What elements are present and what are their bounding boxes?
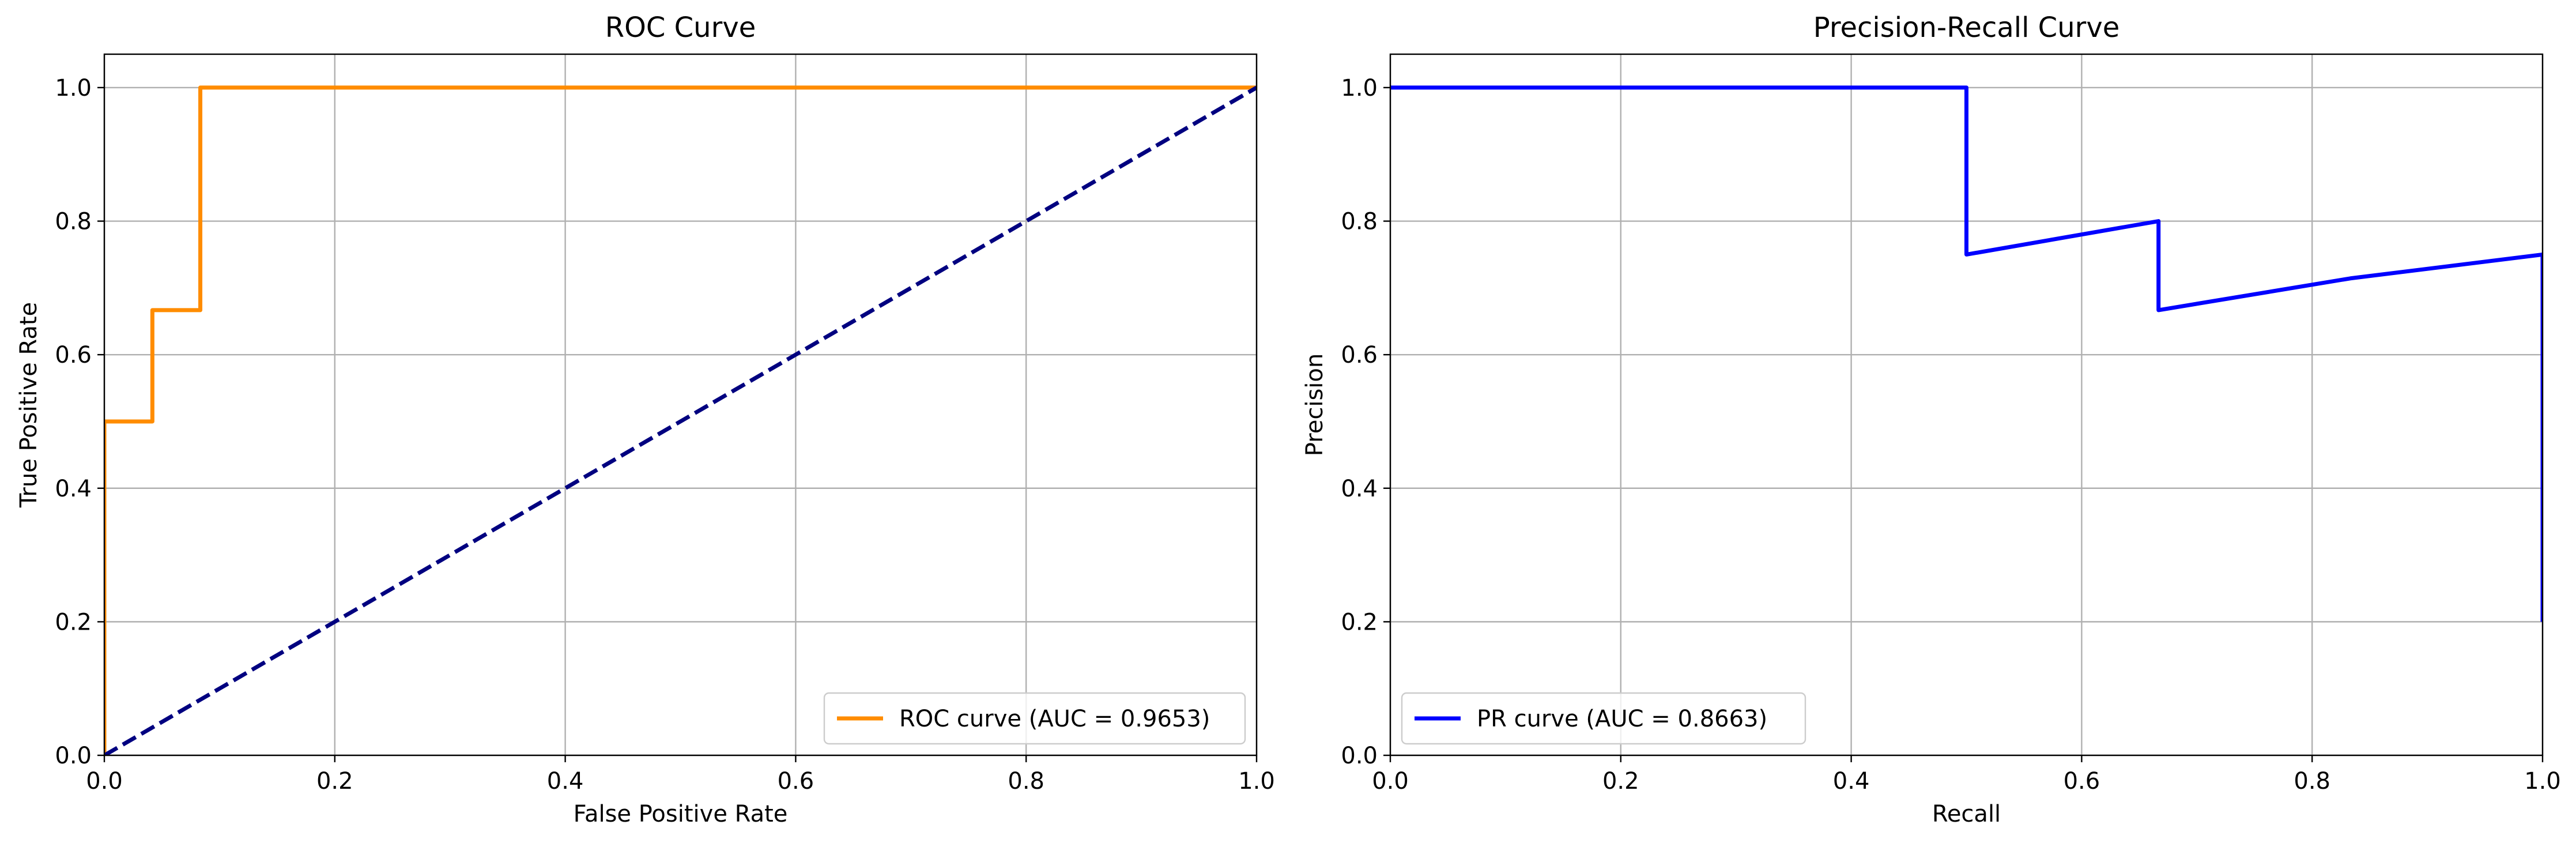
x-tick-label: 0.0 (1372, 768, 1409, 795)
x-tick-label: 1.0 (1238, 768, 1275, 795)
pr-chart-panel: 0.0 0.2 0.4 0.6 0.8 1.0 0.0 0.2 0.4 0.6 0.8 1.0 Prec… (1302, 12, 2561, 827)
x-tick-label: 0.6 (2064, 768, 2100, 795)
y-axis-label: True Positive Rate (16, 302, 42, 508)
legend-box (1401, 692, 1806, 745)
x-tick-label: 0.8 (1008, 768, 1044, 795)
x-tick-label: 0.6 (778, 768, 814, 795)
y-tick-label: 0.4 (1341, 476, 1378, 502)
y-tick-label: 0.2 (55, 609, 92, 635)
legend: PR curve (AUC = 0.8663) (1401, 692, 1806, 745)
y-tick-label: 0.8 (1341, 209, 1378, 235)
baseline-diagonal (104, 85, 1257, 755)
legend-box (823, 692, 1246, 745)
y-tick-label: 0.8 (55, 209, 92, 235)
y-tick-label: 1.0 (1341, 75, 1378, 101)
x-tick-label: 0.0 (86, 768, 123, 795)
x-tick-label: 0.8 (2294, 768, 2330, 795)
x-tick-label: 0.4 (1833, 768, 1870, 795)
x-tick-label: 0.2 (316, 768, 353, 795)
series-line (1390, 85, 2543, 622)
y-tick-label: 0.6 (1341, 342, 1378, 368)
plot-area (104, 54, 1257, 755)
y-tick-label: 0.4 (55, 476, 92, 502)
y-tick-label: 0.2 (1341, 609, 1378, 635)
y-tick-label: 0.6 (55, 342, 92, 368)
x-axis-label: Recall (1932, 801, 2001, 827)
x-axis-label: False Positive Rate (574, 801, 788, 827)
plot-frame (1389, 53, 2544, 756)
y-axis-label: Precision (1302, 353, 1328, 456)
x-tick-label: 0.2 (1602, 768, 1639, 795)
legend: ROC curve (AUC = 0.9653) (823, 692, 1246, 745)
plot-frame (103, 53, 1258, 756)
y-tick-label: 0.0 (1341, 743, 1378, 769)
y-tick-label: 1.0 (55, 75, 92, 101)
x-tick-label: 1.0 (2524, 768, 2561, 795)
series-line (104, 85, 1257, 755)
legend-label: ROC curve (AUC = 0.9653) (899, 706, 1210, 732)
chart-title: ROC Curve (605, 12, 756, 44)
roc-chart-panel: 0.0 0.2 0.4 0.6 0.8 1.0 0.0 0.2 0.4 0.6 0.8 1.0 ROC … (16, 12, 1275, 827)
legend-label: PR curve (AUC = 0.8663) (1477, 706, 1767, 732)
chart-title: Precision-Recall Curve (1813, 12, 2120, 44)
x-tick-label: 0.4 (547, 768, 584, 795)
y-tick-label: 0.0 (55, 743, 92, 769)
